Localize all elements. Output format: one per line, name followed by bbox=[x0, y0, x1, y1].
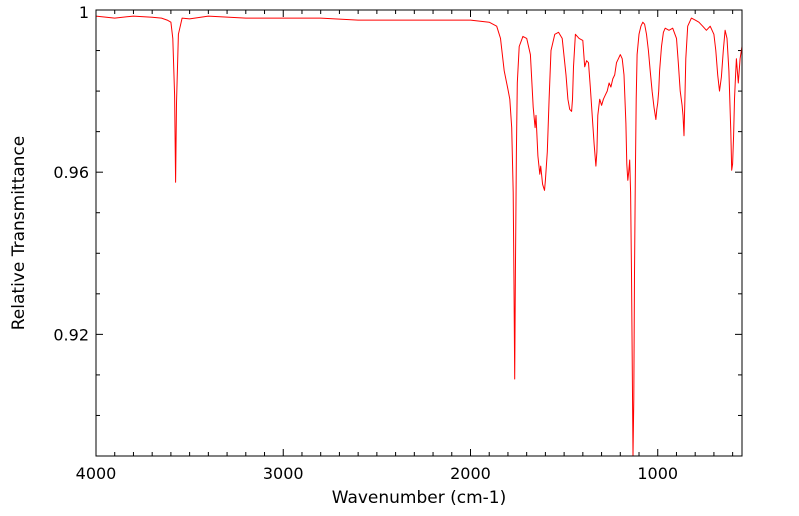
x-tick-label: 3000 bbox=[263, 464, 304, 483]
spectrum-line-0 bbox=[95, 15, 743, 457]
x-tick-label: 4000 bbox=[76, 464, 117, 483]
series-layer bbox=[95, 15, 743, 457]
axis-ticks bbox=[95, 9, 742, 457]
y-tick-label: 1 bbox=[79, 3, 89, 22]
plot-frame bbox=[95, 9, 743, 457]
x-tick-label: 1000 bbox=[637, 464, 678, 483]
x-tick-label: 2000 bbox=[450, 464, 491, 483]
x-axis-label: Wavenumber (cm-1) bbox=[332, 488, 507, 508]
y-tick-label: 0.92 bbox=[53, 325, 89, 344]
y-axis-label: Relative Transmittance bbox=[9, 136, 29, 331]
tick-labels: 4000 3000 2000 1000 1 0.96 0.92 bbox=[53, 3, 678, 483]
y-tick-label: 0.96 bbox=[53, 163, 89, 182]
